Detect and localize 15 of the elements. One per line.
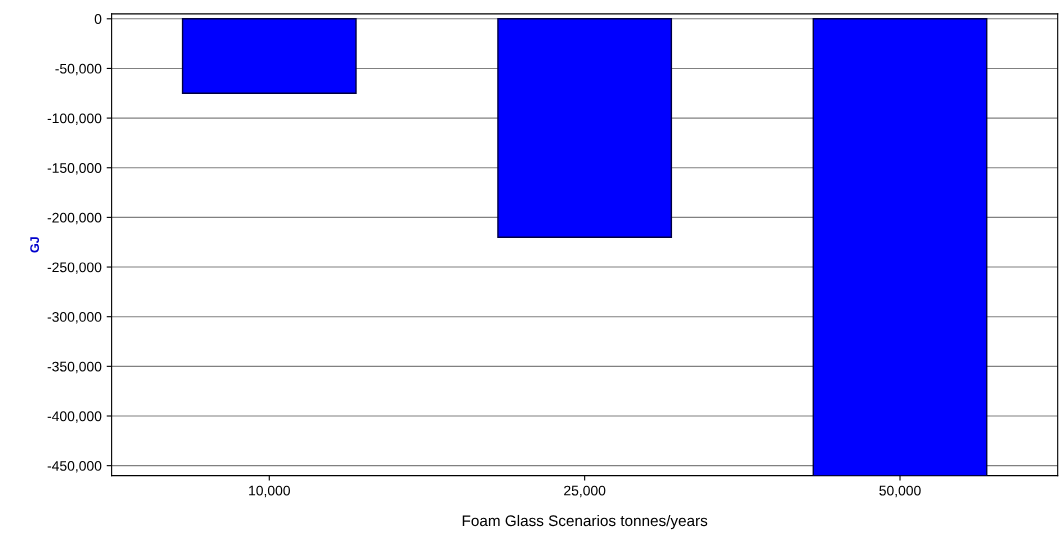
y-tick-label: -250,000 (47, 262, 102, 274)
y-tick-label: -300,000 (47, 312, 102, 324)
y-tick-label: -350,000 (47, 361, 102, 374)
x-tick-label: 10,000 (249, 485, 290, 498)
y-tick-label: 0 (94, 14, 102, 24)
y-tick-label: -450,000 (47, 460, 102, 473)
y-axis-title: GJ (30, 237, 40, 253)
x-tick-label: 25,000 (564, 485, 606, 498)
y-tick-label: -150,000 (47, 163, 102, 175)
y-tick-label: -200,000 (47, 212, 102, 225)
x-tick-label: 50,000 (879, 485, 921, 498)
y-tick-label: -100,000 (47, 113, 102, 125)
y-tick-label: -50,000 (55, 63, 102, 76)
y-tick-label: -400,000 (47, 411, 102, 423)
x-axis-title: Foam Glass Scenarios tonnes/years (462, 514, 708, 530)
